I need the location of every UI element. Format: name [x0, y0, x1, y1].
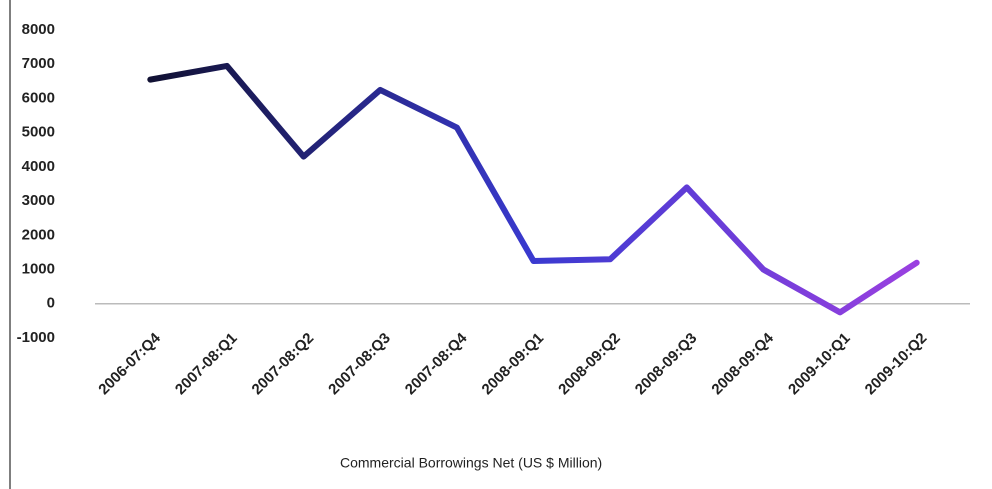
x-tick-label: 2008-09:Q3: [632, 330, 701, 399]
y-tick-label: 1000: [22, 261, 55, 278]
x-tick-label: 2008-09:Q1: [479, 330, 548, 399]
data-line: [147, 62, 920, 316]
y-tick-label: 5000: [22, 124, 55, 141]
x-tick-label: 2007-08:Q4: [402, 329, 471, 398]
x-tick-label: 2009-10:Q2: [862, 330, 931, 399]
y-tick-label: -1000: [17, 329, 55, 346]
x-tick-label: 2007-08:Q1: [172, 330, 241, 399]
x-tick-label: 2009-10:Q1: [785, 330, 854, 399]
y-tick-label: 2000: [22, 226, 55, 243]
x-tick-label: 2008-09:Q2: [555, 330, 624, 399]
x-tick-label: 2006-07:Q4: [95, 329, 164, 398]
y-tick-label: 3000: [22, 192, 55, 209]
y-tick-label: 6000: [22, 89, 55, 106]
x-tick-label: 2008-09:Q4: [708, 329, 777, 398]
y-tick-label: 0: [47, 295, 55, 312]
legend-label: Commercial Borrowings Net (US $ Million): [340, 455, 602, 471]
y-tick-label: 4000: [22, 158, 55, 175]
y-tick-label: 8000: [22, 21, 55, 38]
y-tick-label: 7000: [22, 55, 55, 72]
x-tick-label: 2007-08:Q2: [249, 330, 318, 399]
x-tick-label: 2007-08:Q3: [325, 330, 394, 399]
